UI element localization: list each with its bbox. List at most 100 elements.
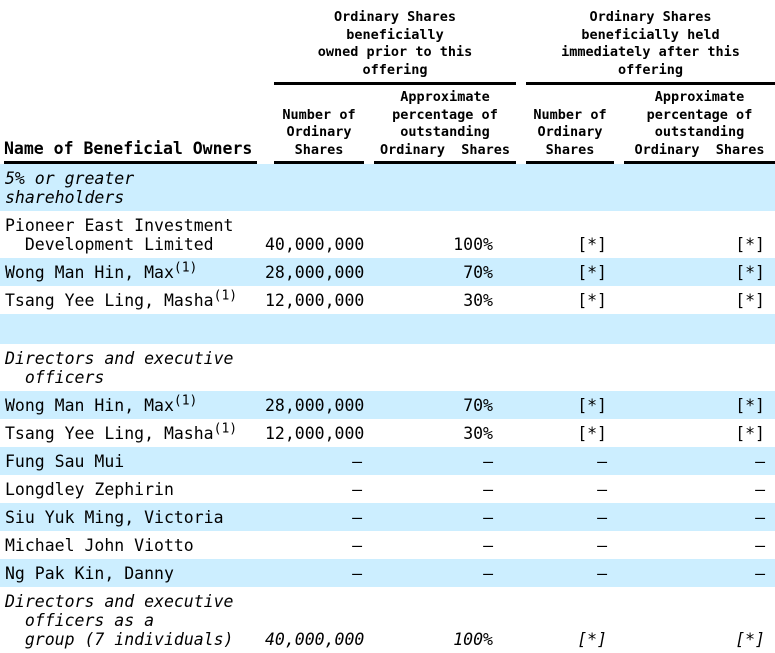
- percentage-after-value: —: [755, 480, 765, 499]
- shares-prior-value: —: [352, 508, 362, 527]
- table-row: 5% or greater shareholders: [0, 164, 775, 211]
- table-row: Tsang Yee Ling, Masha(1) 12,000,000 30% …: [0, 419, 775, 447]
- table-header: Name of Beneficial Owners Ordinary Share…: [0, 0, 775, 164]
- percentage-after-value: —: [755, 536, 765, 555]
- percentage-prior-cell: —: [364, 503, 516, 531]
- table-body: 5% or greater shareholders Pioneer East …: [0, 164, 775, 653]
- shares-after-value: [*]: [577, 263, 607, 282]
- column-header-percentage-prior-label: Approximate percentage of outstanding Or…: [374, 85, 516, 164]
- owner-name-cell: 5% or greater shareholders: [0, 164, 264, 211]
- percentage-after-cell: [614, 164, 775, 211]
- shares-after-cell: [*]: [516, 419, 614, 447]
- percentage-after-value: [*]: [735, 235, 765, 254]
- shares-after-value: [*]: [577, 396, 607, 415]
- owner-name: Fung Sau Mui: [5, 452, 125, 471]
- footnote-marker: (1): [173, 260, 198, 276]
- percentage-after-cell: [614, 344, 775, 391]
- percentage-prior-cell: —: [364, 531, 516, 559]
- percentage-prior-value: 30%: [463, 291, 493, 310]
- percentage-prior-cell: 100%: [364, 211, 516, 258]
- owner-name-cell: Ng Pak Kin, Danny: [0, 559, 264, 587]
- owner-name: Pioneer East Investment Development Limi…: [5, 216, 234, 254]
- percentage-prior-cell: 30%: [364, 419, 516, 447]
- shares-after-cell: —: [516, 447, 614, 475]
- column-header-shares-after-label: Number of Ordinary Shares: [526, 103, 614, 164]
- percentage-after-cell: —: [614, 531, 775, 559]
- percentage-after-cell: —: [614, 447, 775, 475]
- group-header-after-offering-label: Ordinary Shares beneficially held immedi…: [526, 0, 775, 85]
- owner-name: Michael John Viotto: [5, 536, 194, 555]
- percentage-after-value: [*]: [735, 291, 765, 310]
- column-header-percentage-after: Approximate percentage of outstanding Or…: [614, 85, 775, 164]
- owner-name-cell: Siu Yuk Ming, Victoria: [0, 503, 264, 531]
- shares-after-value: [*]: [577, 630, 607, 649]
- table-row: Wong Man Hin, Max(1) 28,000,000 70% [*] …: [0, 391, 775, 419]
- percentage-after-cell: [*]: [614, 587, 775, 653]
- shares-prior-cell: 12,000,000: [264, 286, 364, 314]
- column-header-percentage-prior: Approximate percentage of outstanding Or…: [364, 85, 516, 164]
- owner-name: Tsang Yee Ling, Masha: [5, 291, 214, 310]
- percentage-prior-value: —: [483, 508, 493, 527]
- group-header-row: Name of Beneficial Owners Ordinary Share…: [0, 0, 775, 164]
- percentage-prior-cell: 100%: [364, 587, 516, 653]
- shares-prior-value: 12,000,000: [265, 424, 365, 443]
- percentage-after-value: [*]: [735, 424, 765, 443]
- shares-prior-value: 28,000,000: [265, 396, 365, 415]
- column-header-shares-prior-label: Number of Ordinary Shares: [274, 103, 364, 164]
- shares-prior-value: —: [352, 536, 362, 555]
- shares-prior-cell: [264, 344, 364, 391]
- owner-name: Wong Man Hin, Max: [5, 263, 174, 282]
- shares-after-cell: —: [516, 475, 614, 503]
- table-row: [0, 314, 775, 344]
- shares-prior-cell: 40,000,000: [264, 587, 364, 653]
- shares-prior-cell: —: [264, 475, 364, 503]
- table-row: Directors and executive officers: [0, 344, 775, 391]
- owner-name: Siu Yuk Ming, Victoria: [5, 508, 224, 527]
- percentage-after-value: —: [755, 452, 765, 471]
- percentage-prior-value: 100%: [453, 235, 493, 254]
- shares-prior-cell: —: [264, 531, 364, 559]
- shares-after-cell: [*]: [516, 211, 614, 258]
- percentage-prior-cell: [364, 164, 516, 211]
- shares-after-cell: [516, 314, 614, 344]
- percentage-after-cell: —: [614, 559, 775, 587]
- shares-prior-cell: 28,000,000: [264, 391, 364, 419]
- owner-name: Wong Man Hin, Max: [5, 396, 174, 415]
- shares-after-value: [*]: [577, 424, 607, 443]
- owner-name-cell: [0, 314, 264, 344]
- owner-name: Longdley Zephirin: [5, 480, 174, 499]
- percentage-prior-cell: 70%: [364, 391, 516, 419]
- shares-prior-cell: [264, 314, 364, 344]
- shares-prior-value: —: [352, 564, 362, 583]
- shares-after-value: —: [597, 480, 607, 499]
- shares-prior-value: —: [352, 480, 362, 499]
- footnote-marker: (1): [173, 393, 198, 409]
- shares-prior-cell: —: [264, 559, 364, 587]
- shares-after-value: [*]: [577, 235, 607, 254]
- percentage-prior-value: 70%: [463, 263, 493, 282]
- shares-after-cell: [*]: [516, 391, 614, 419]
- percentage-prior-value: —: [483, 452, 493, 471]
- percentage-after-cell: [*]: [614, 211, 775, 258]
- table-row: Directors and executive officers as a gr…: [0, 587, 775, 653]
- shares-prior-cell: [264, 164, 364, 211]
- owner-name-cell: Directors and executive officers as a gr…: [0, 587, 264, 653]
- percentage-prior-value: 100%: [453, 630, 493, 649]
- percentage-after-cell: —: [614, 475, 775, 503]
- owner-name-cell: Michael John Viotto: [0, 531, 264, 559]
- shares-prior-cell: 28,000,000: [264, 258, 364, 286]
- column-header-percentage-after-label: Approximate percentage of outstanding Or…: [624, 85, 775, 164]
- percentage-after-value: —: [755, 564, 765, 583]
- percentage-after-cell: —: [614, 503, 775, 531]
- percentage-after-value: —: [755, 508, 765, 527]
- shares-prior-value: 12,000,000: [265, 291, 365, 310]
- name-column-header: Name of Beneficial Owners: [0, 0, 264, 164]
- percentage-prior-value: 30%: [463, 424, 493, 443]
- percentage-after-value: [*]: [735, 263, 765, 282]
- shares-after-cell: —: [516, 559, 614, 587]
- owner-name: Tsang Yee Ling, Masha: [5, 424, 214, 443]
- shares-prior-cell: 12,000,000: [264, 419, 364, 447]
- percentage-after-cell: [*]: [614, 258, 775, 286]
- shares-after-cell: —: [516, 531, 614, 559]
- percentage-prior-value: 70%: [463, 396, 493, 415]
